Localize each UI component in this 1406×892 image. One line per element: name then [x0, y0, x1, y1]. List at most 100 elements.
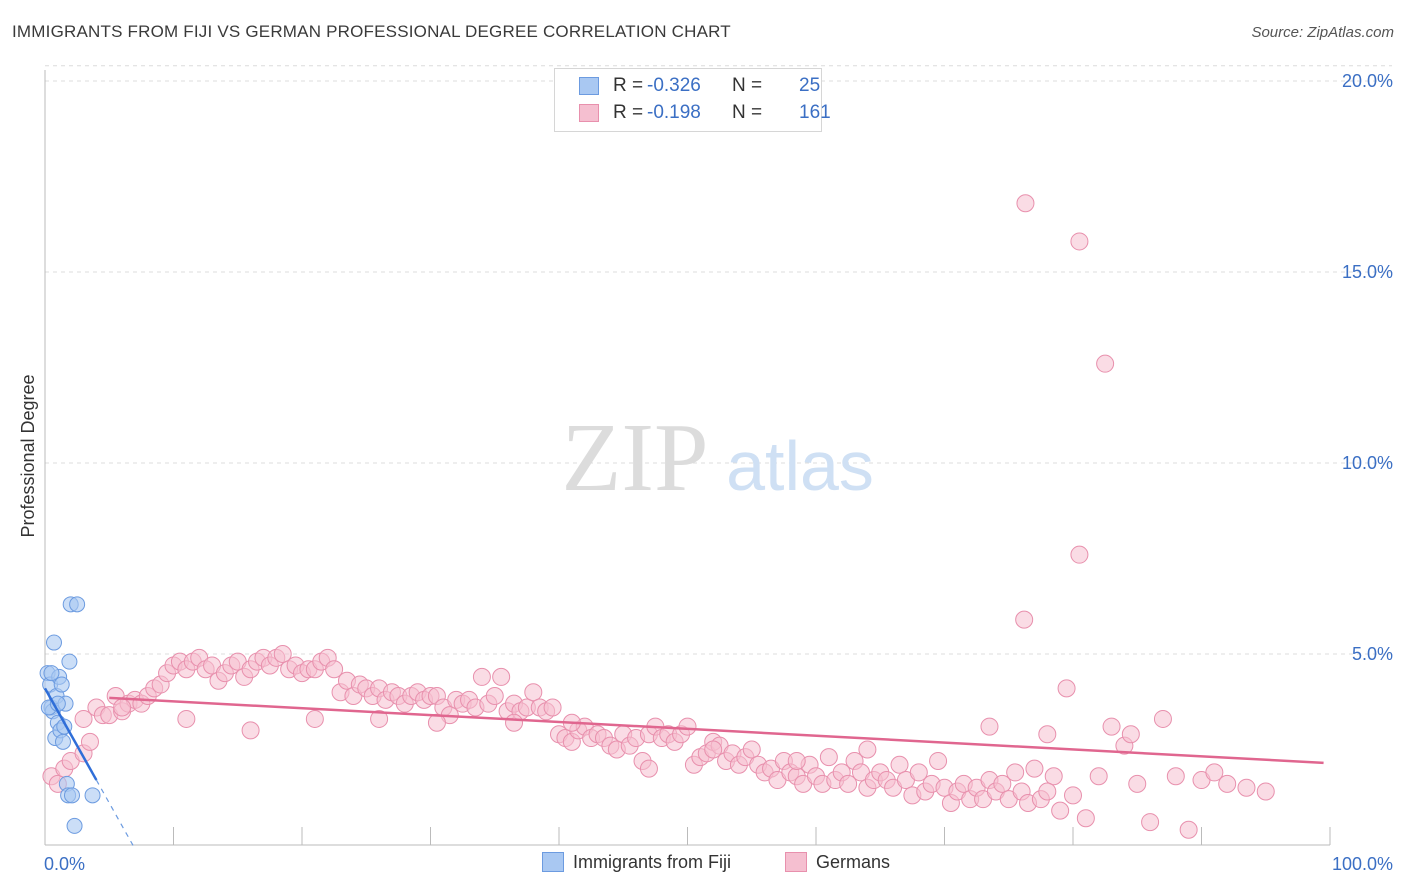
- germans-point: [787, 751, 806, 770]
- fiji-point: [69, 596, 86, 613]
- germans-point: [980, 717, 999, 736]
- germans-point: [704, 740, 723, 759]
- fiji-swatch: [579, 77, 599, 95]
- germans-point: [325, 660, 344, 679]
- germans-point: [1153, 709, 1172, 728]
- legend-r-label: R =: [613, 102, 644, 123]
- germans-point: [1016, 194, 1035, 213]
- watermark-atlas: atlas: [726, 427, 874, 505]
- germans-point: [1179, 820, 1198, 839]
- germans-point: [1205, 763, 1224, 782]
- fiji-point: [45, 634, 62, 651]
- germans-point: [1064, 786, 1082, 805]
- germans-point: [113, 698, 132, 717]
- trend-lines: [43, 687, 1324, 850]
- legend-n-value: 161: [799, 102, 831, 123]
- germans-point: [1237, 778, 1256, 797]
- bottom-legend-germans: Germans: [785, 852, 890, 873]
- germans-point: [1121, 725, 1140, 744]
- fiji-point: [63, 787, 80, 804]
- y-tick-label: 15.0%: [1342, 262, 1393, 282]
- legend-n-label: N =: [732, 102, 763, 123]
- correlation-legend: R = -0.326 N = 25 R = -0.198 N = 161: [554, 68, 831, 132]
- legend-r-label: R =: [613, 75, 644, 96]
- germans-point: [1015, 610, 1034, 629]
- fiji-point: [61, 653, 78, 670]
- grid-lines: [45, 65, 1392, 655]
- germans-point: [678, 717, 697, 736]
- germans-point: [1089, 767, 1108, 786]
- legend-r-value: -0.198: [647, 102, 701, 123]
- germans-point: [639, 759, 658, 778]
- germans-point: [742, 740, 761, 759]
- germans-point: [1070, 232, 1089, 251]
- watermark-zip: ZIP: [562, 404, 709, 512]
- germans-point: [1141, 813, 1160, 832]
- germans-point: [1051, 801, 1070, 820]
- germans-point: [1057, 679, 1076, 698]
- tick-labels: 5.0% 10.0% 15.0% 20.0% 0.0% 100.0%: [44, 71, 1393, 874]
- germans-points: [42, 194, 1275, 839]
- fiji-point: [43, 665, 60, 682]
- fiji-point: [66, 817, 83, 834]
- germans-point: [524, 683, 543, 702]
- axes: [44, 70, 1331, 846]
- legend-n-label: N =: [732, 75, 763, 96]
- germans-legend-label: Germans: [816, 852, 891, 872]
- germans-point: [472, 667, 491, 686]
- germans-trend-line: [109, 696, 1324, 765]
- germans-point: [1166, 767, 1185, 786]
- germans-point: [858, 740, 877, 759]
- germans-point: [1256, 782, 1275, 801]
- germans-point: [1038, 782, 1057, 801]
- germans-point: [1044, 767, 1063, 786]
- germans-point: [1076, 809, 1095, 828]
- source-label: Source: ZipAtlas.com: [1251, 24, 1394, 41]
- germans-point: [1096, 354, 1115, 373]
- germans-point: [909, 763, 928, 782]
- fiji-point: [53, 676, 70, 693]
- germans-point: [370, 709, 389, 728]
- germans-point: [1025, 759, 1044, 778]
- fiji-point: [84, 787, 101, 804]
- germans-point: [177, 709, 196, 728]
- germans-point: [929, 751, 948, 770]
- germans-point: [492, 667, 511, 686]
- fiji-point: [54, 733, 71, 750]
- x-tick-label: 0.0%: [44, 854, 85, 874]
- bottom-legend-fiji: Immigrants from Fiji: [542, 852, 731, 873]
- germans-point: [839, 774, 858, 793]
- germans-point: [1038, 725, 1057, 744]
- germans-point: [1006, 763, 1025, 782]
- germans-point: [1070, 545, 1089, 564]
- y-tick-label: 10.0%: [1342, 453, 1393, 473]
- germans-point: [819, 748, 838, 767]
- y-tick-label: 5.0%: [1352, 644, 1393, 664]
- fiji-swatch: [542, 852, 564, 872]
- x-tick-label: 100.0%: [1332, 854, 1393, 874]
- y-tick-label: 20.0%: [1342, 71, 1393, 91]
- germans-point: [1102, 717, 1121, 736]
- germans-point: [305, 709, 324, 728]
- germans-point: [505, 713, 524, 732]
- legend-n-value: 25: [799, 75, 821, 96]
- watermark: ZIP atlas: [562, 404, 874, 512]
- germans-point: [273, 645, 292, 663]
- chart-title: IMMIGRANTS FROM FIJI VS GERMAN PROFESSIO…: [12, 22, 731, 41]
- germans-point: [1128, 774, 1147, 793]
- legend-r-value: -0.326: [647, 75, 701, 96]
- germans-point: [890, 755, 909, 774]
- germans-point: [543, 698, 562, 717]
- germans-point: [241, 721, 260, 740]
- germans-point: [485, 687, 504, 706]
- germans-swatch: [785, 852, 807, 872]
- germans-point: [74, 709, 93, 728]
- fiji-trend-extension: [95, 779, 136, 850]
- germans-point: [1218, 774, 1237, 793]
- germans-point: [80, 732, 99, 751]
- germans-point: [993, 774, 1012, 793]
- y-axis-label: Professional Degree: [18, 374, 38, 537]
- fiji-legend-label: Immigrants from Fiji: [573, 852, 732, 872]
- germans-swatch: [579, 104, 599, 122]
